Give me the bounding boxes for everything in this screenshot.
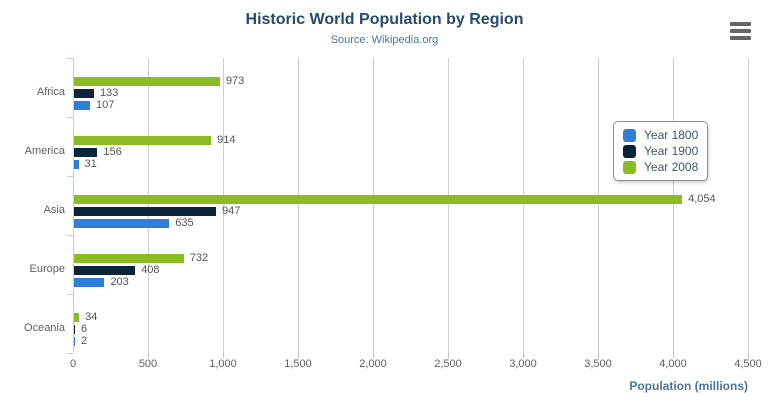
bar-africa-year-1800[interactable] (74, 101, 91, 110)
bar-value-label: 947 (222, 205, 241, 217)
gridline (373, 58, 374, 353)
bar-value-label: 732 (189, 252, 209, 264)
bar-europe-year-2008[interactable] (74, 254, 184, 263)
export-menu-button[interactable] (730, 22, 751, 40)
x-axis-tick (298, 353, 299, 358)
category-axis-tick (67, 294, 73, 295)
gridline (598, 58, 599, 353)
category-label-oceania: Oceania (24, 322, 65, 334)
bar-value-label: 203 (110, 276, 129, 288)
hamburger-icon (730, 36, 751, 40)
legend-item-year-1800[interactable]: Year 1800 (623, 127, 698, 143)
gridline (523, 58, 524, 353)
gridline (223, 58, 224, 353)
x-axis-tick-label: 2,500 (434, 358, 462, 370)
x-axis-tick (448, 353, 449, 358)
bar-value-label: 6 (81, 323, 88, 335)
bar-value-label: 34 (85, 311, 98, 323)
bar-value-label: 914 (217, 134, 236, 146)
bar-oceania-year-1900[interactable] (74, 325, 75, 334)
chart-title: Historic World Population by Region (245, 11, 524, 28)
category-axis-tick (67, 58, 73, 59)
hamburger-icon (730, 29, 751, 33)
bar-value-label: 107 (96, 99, 115, 111)
category-label-europe: Europe (29, 263, 65, 275)
x-axis-tick (748, 353, 749, 358)
hamburger-icon (730, 22, 751, 26)
category-axis-tick (67, 176, 73, 177)
gridline (298, 58, 299, 353)
plot-area: 0 500 1,000 1,500 2,000 2,500 3,000 3,500 4,000 4… (24, 58, 762, 370)
bar-africa-year-1900[interactable] (74, 89, 94, 98)
legend-swatch-icon (623, 128, 636, 142)
category-label-america: America (24, 145, 65, 157)
x-axis-tick (523, 353, 524, 358)
bar-africa-year-2008[interactable] (74, 77, 220, 86)
bar-value-label: 133 (99, 87, 119, 99)
x-axis-tick-label: 1,000 (209, 358, 237, 370)
category-axis-tick (67, 353, 73, 354)
x-axis-tick-label: 2,000 (359, 358, 387, 370)
category-label-asia: Asia (43, 204, 65, 216)
x-axis-tick-label: 500 (138, 358, 158, 370)
category-axis-tick (67, 235, 73, 236)
legend-item-label: Year 1800 (644, 128, 699, 142)
x-axis-tick (223, 353, 224, 358)
bar-america-year-2008[interactable] (74, 136, 212, 145)
bar-value-label: 4,054 (688, 193, 716, 205)
bar-europe-year-1900[interactable] (74, 266, 136, 275)
x-axis-tick-label: 3,000 (509, 358, 537, 370)
bar-value-label: 973 (225, 75, 245, 87)
x-axis-tick-label: 4,000 (659, 358, 687, 370)
x-axis-tick (598, 353, 599, 358)
x-axis-tick (373, 353, 374, 358)
legend-swatch-icon (623, 144, 636, 158)
category-axis-line (73, 58, 74, 353)
category-axis-tick (67, 117, 73, 118)
legend-swatch-icon (623, 160, 636, 174)
chart-subtitle: Source: Wikipedia.org (330, 34, 439, 46)
gridline (673, 58, 674, 353)
bar-value-label: 635 (175, 217, 194, 229)
bar-value-label: 156 (103, 146, 122, 158)
bar-value-label: 31 (84, 158, 97, 170)
gridline (148, 58, 149, 353)
x-axis-tick (148, 353, 149, 358)
x-axis-tick-label: 0 (69, 358, 77, 370)
x-axis-tick-label: 3,500 (584, 358, 612, 370)
legend: Year 1800 Year 1900 Year 2008 (613, 121, 709, 181)
gridline (748, 58, 749, 353)
x-axis-tick (673, 353, 674, 358)
bar-asia-year-2008[interactable] (74, 195, 683, 204)
bar-america-year-1800[interactable] (74, 160, 79, 169)
bar-value-label: 2 (81, 335, 88, 347)
legend-item-label: Year 1900 (644, 144, 699, 158)
legend-item-label: Year 2008 (644, 160, 699, 174)
gridline (448, 58, 449, 353)
x-axis-tick-label: 1,500 (284, 358, 312, 370)
legend-item-year-1900[interactable]: Year 1900 (623, 143, 698, 159)
bar-america-year-1900[interactable] (74, 148, 98, 157)
bar-oceania-year-2008[interactable] (74, 313, 80, 322)
x-axis-title: Population (millions) (629, 379, 748, 393)
bar-europe-year-1800[interactable] (74, 278, 105, 287)
bar-asia-year-1800[interactable] (74, 219, 170, 228)
x-axis-tick-label: 4,500 (734, 358, 762, 370)
legend-item-year-2008[interactable]: Year 2008 (623, 159, 698, 175)
category-label-africa: Africa (36, 86, 65, 98)
bar-value-label: 408 (141, 264, 160, 276)
bar-asia-year-1900[interactable] (74, 207, 217, 216)
